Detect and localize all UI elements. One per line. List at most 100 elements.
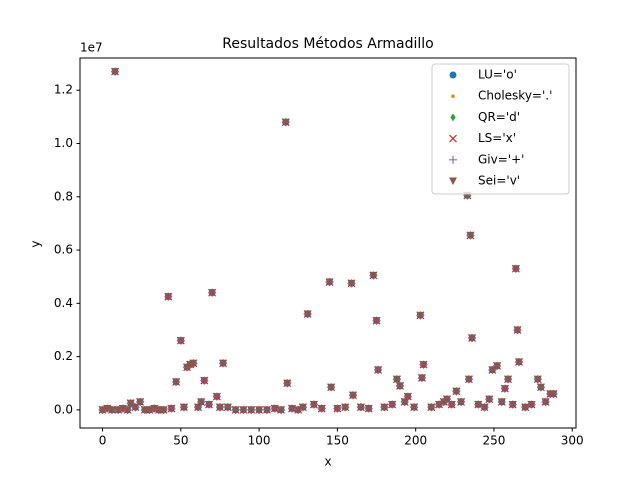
marker-triangle: [457, 398, 466, 406]
marker-triangle: [464, 375, 473, 384]
marker-triangle: [347, 279, 356, 288]
plot-area: [98, 67, 558, 414]
marker-triangle: [356, 403, 365, 412]
x-tick-label: 150: [326, 434, 349, 448]
marker-triangle: [309, 401, 318, 409]
marker-triangle: [247, 406, 256, 414]
y-tick-label: 0.2: [54, 349, 73, 363]
marker-triangle: [549, 390, 558, 398]
y-offset-label: 1e7: [80, 41, 103, 55]
legend-marker: [451, 94, 455, 98]
x-axis-label: x: [324, 455, 331, 469]
legend-marker: [449, 155, 457, 164]
legend-marker: [449, 134, 457, 143]
marker-triangle: [349, 391, 358, 400]
marker-triangle: [145, 406, 154, 414]
x-tick-label: 300: [561, 434, 584, 448]
marker-triangle: [303, 310, 312, 318]
marker-triangle: [189, 359, 198, 368]
marker-triangle: [536, 383, 545, 392]
marker-triangle: [497, 398, 506, 406]
marker-triangle: [231, 406, 240, 414]
marker-triangle: [283, 379, 292, 388]
marker-triangle: [480, 403, 489, 412]
marker-triangle: [493, 362, 502, 370]
marker-triangle: [388, 401, 397, 409]
marker-triangle: [136, 398, 145, 406]
legend-label: Cholesky='.': [478, 89, 552, 103]
marker-triangle: [159, 406, 168, 414]
x-tick-label: 0: [99, 434, 107, 448]
legend-label: QR='d': [478, 110, 520, 124]
marker-triangle: [488, 366, 497, 374]
x-tick-label: 250: [483, 434, 506, 448]
marker-triangle: [212, 393, 221, 401]
marker-triangle: [194, 403, 203, 412]
marker-triangle: [333, 405, 342, 413]
legend-marker: [450, 113, 456, 122]
y-tick-label: 0.0: [54, 402, 73, 416]
chart-title: Resultados Métodos Armadillo: [222, 36, 433, 52]
marker-triangle: [281, 118, 290, 127]
legend-marker: [449, 177, 457, 185]
marker-triangle: [167, 405, 176, 413]
marker-triangle: [327, 383, 336, 392]
marker-triangle: [255, 406, 264, 414]
marker-triangle: [197, 398, 206, 406]
marker-triangle: [452, 387, 461, 396]
marker-triangle: [403, 393, 412, 401]
marker-triangle: [123, 406, 132, 414]
marker-triangle: [511, 265, 520, 273]
marker-triangle: [442, 395, 451, 404]
marker-triangle: [466, 231, 475, 240]
marker-triangle: [179, 403, 188, 412]
marker-triangle: [533, 375, 542, 384]
marker-triangle: [317, 405, 326, 413]
marker-triangle: [223, 403, 232, 412]
marker-triangle: [410, 403, 419, 412]
marker-triangle: [294, 406, 303, 414]
legend-box: [431, 63, 570, 195]
marker-triangle: [504, 375, 513, 384]
marker-triangle: [500, 385, 509, 393]
marker-triangle: [417, 374, 426, 382]
marker-triangle: [474, 401, 483, 409]
marker-triangle: [262, 406, 271, 414]
marker-triangle: [513, 326, 522, 334]
marker-triangle: [270, 405, 279, 413]
y-tick-label: 1.2: [54, 83, 73, 97]
marker-triangle: [277, 406, 286, 414]
marker-triangle: [287, 405, 296, 413]
marker-triangle: [419, 361, 428, 369]
marker-triangle: [298, 403, 307, 412]
marker-triangle: [427, 403, 436, 412]
marker-triangle: [515, 358, 524, 366]
marker-triangle: [400, 398, 409, 406]
marker-triangle: [527, 401, 536, 409]
marker-triangle: [508, 401, 517, 409]
x-tick-label: 50: [173, 434, 188, 448]
marker-triangle: [200, 377, 209, 385]
marker-triangle: [325, 278, 334, 287]
y-axis-label: y: [29, 240, 43, 247]
x-tick-label: 100: [248, 434, 271, 448]
y-tick-label: 1.0: [54, 136, 73, 150]
marker-triangle: [219, 359, 228, 368]
marker-triangle: [416, 311, 425, 320]
marker-triangle: [239, 406, 248, 414]
marker-triangle: [215, 403, 224, 412]
marker-triangle: [364, 405, 373, 413]
marker-triangle: [98, 406, 107, 414]
marker-triangle: [341, 403, 350, 412]
marker-triangle: [435, 401, 444, 409]
marker-triangle: [131, 403, 140, 412]
legend-label: Sei='v': [478, 174, 520, 188]
x-tick-label: 200: [404, 434, 427, 448]
marker-triangle: [111, 68, 120, 76]
marker-triangle: [107, 406, 116, 414]
marker-triangle: [447, 401, 456, 409]
marker-triangle: [369, 271, 378, 280]
marker-triangle: [392, 375, 401, 384]
marker-triangle: [114, 406, 123, 414]
